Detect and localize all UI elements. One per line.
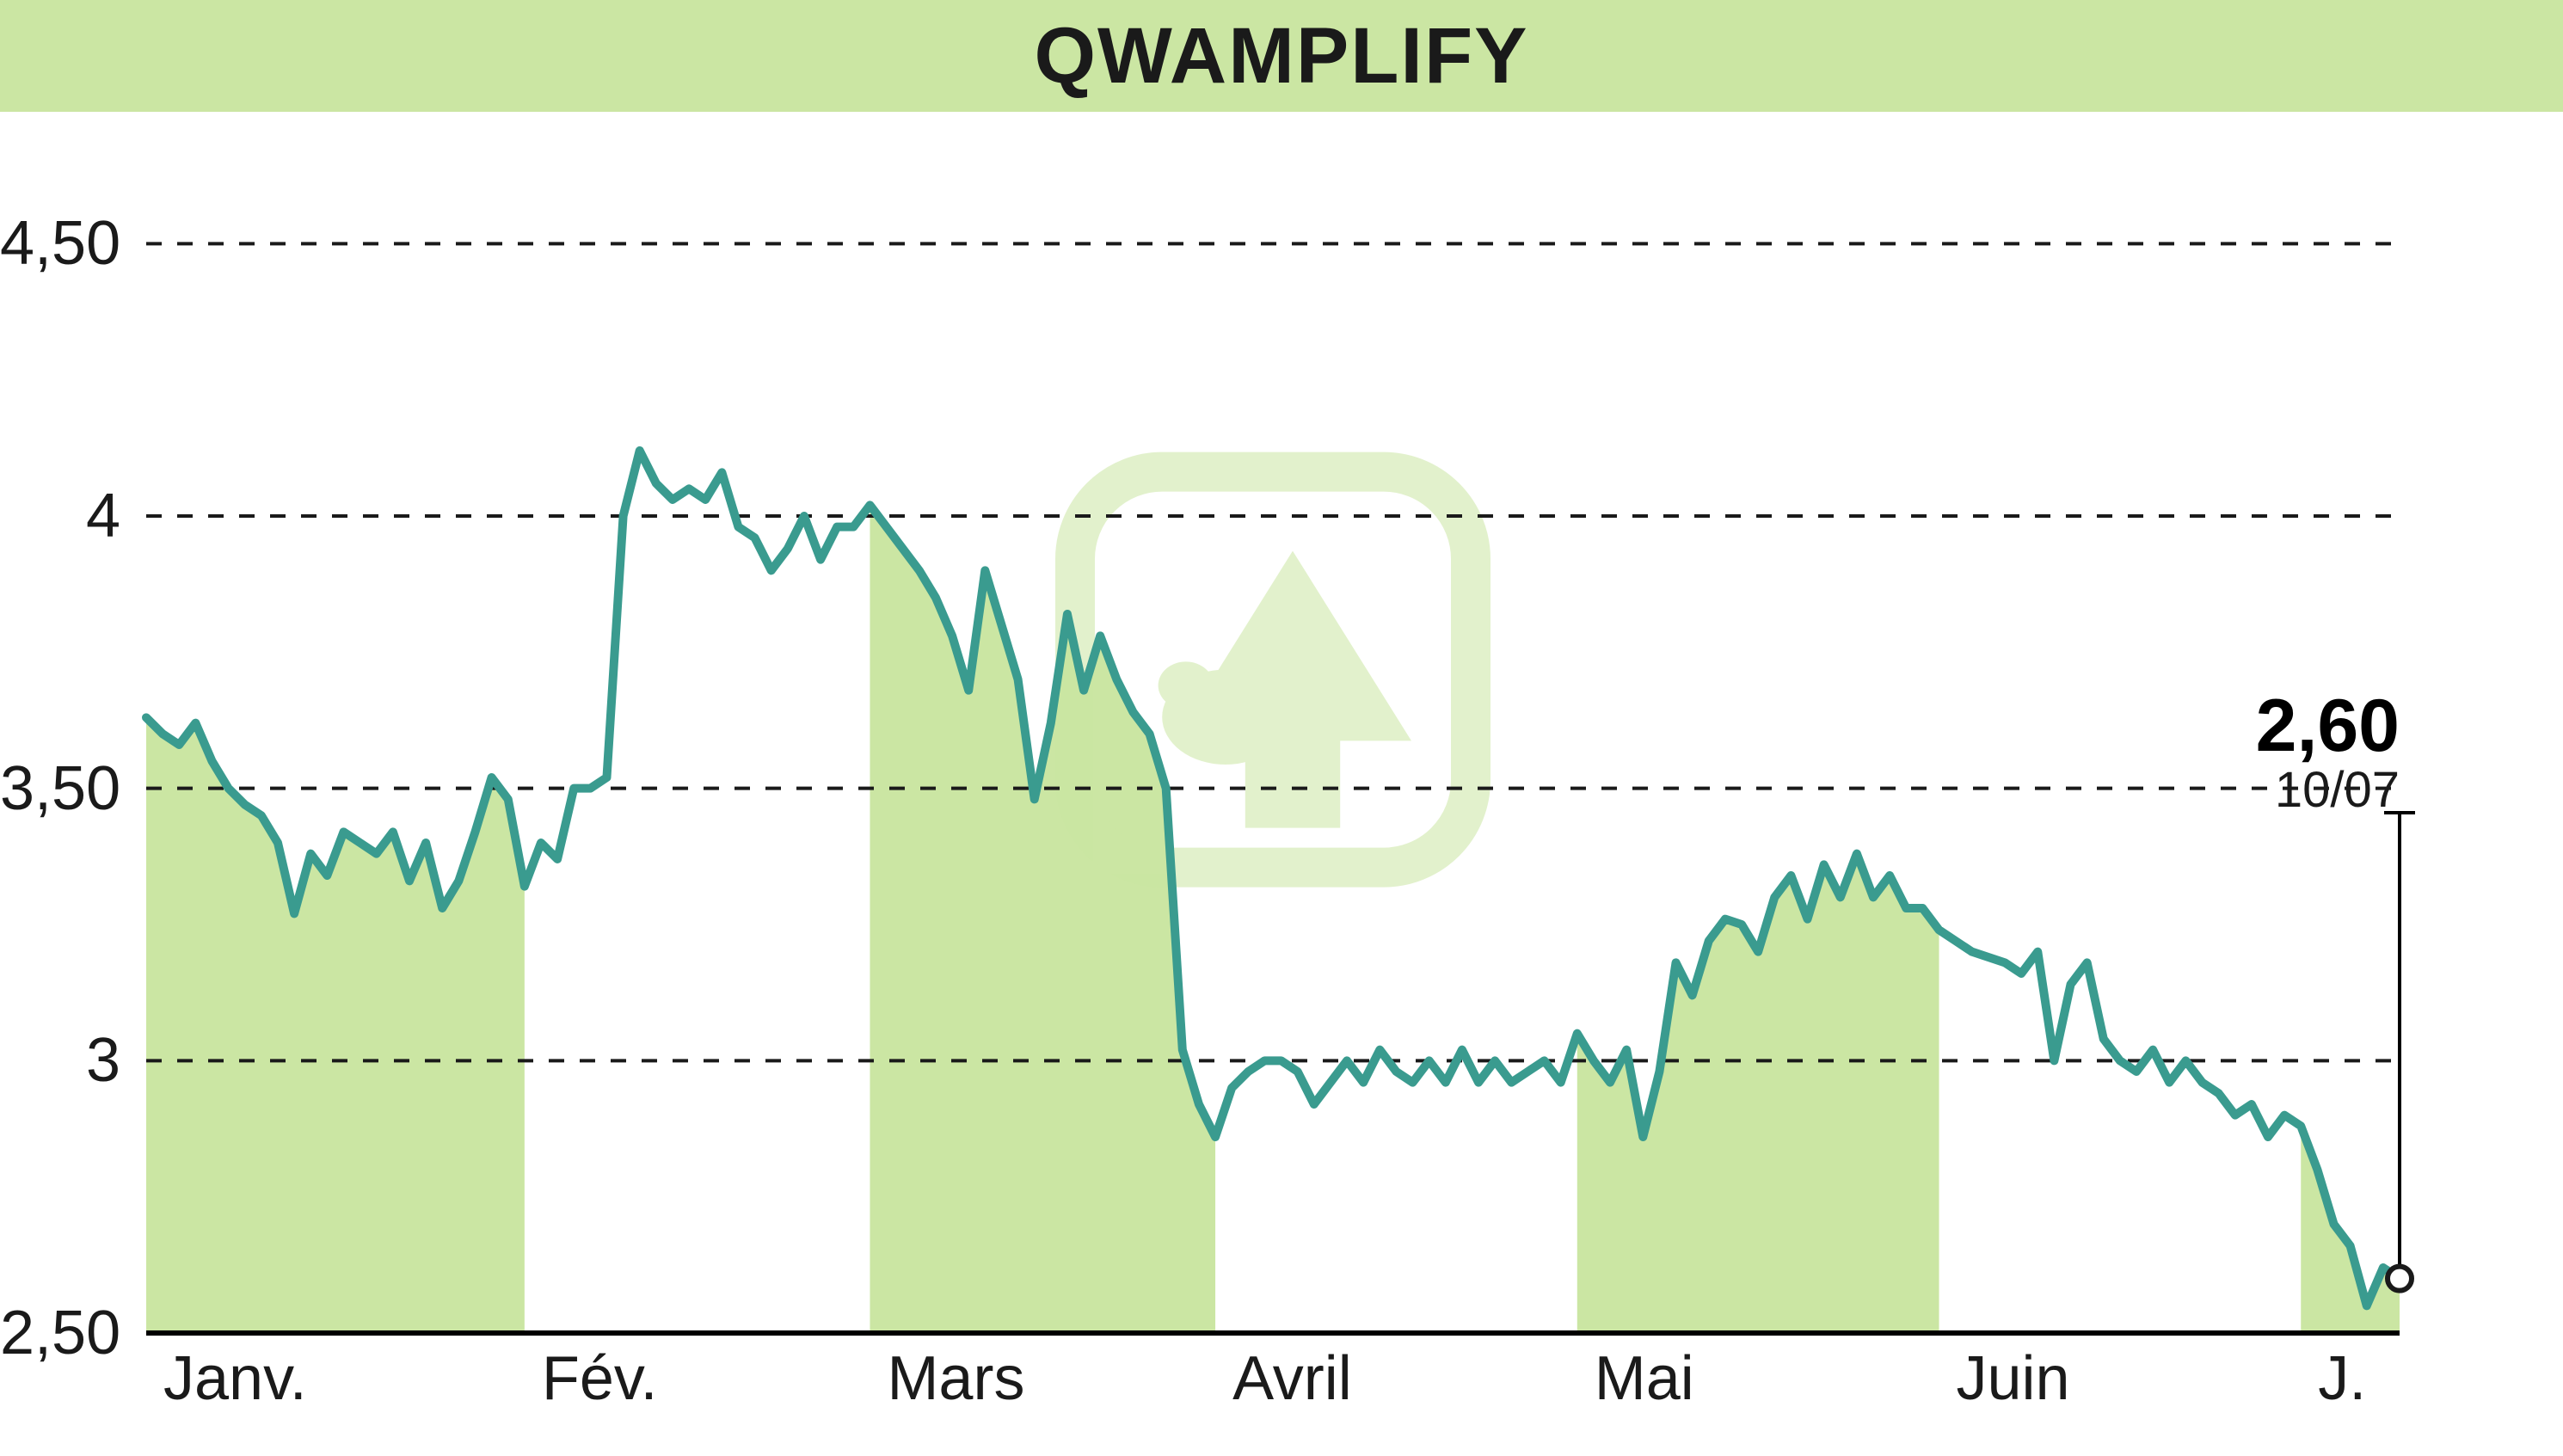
last-value-label: 2,60	[2256, 684, 2400, 769]
last-date-label: 10/07	[2275, 761, 2400, 819]
chart-svg	[0, 0, 2563, 1456]
stock-chart-container: QWAMPLIFY 2,5033,5044,50 Janv.Fév.MarsAv…	[0, 0, 2563, 1456]
